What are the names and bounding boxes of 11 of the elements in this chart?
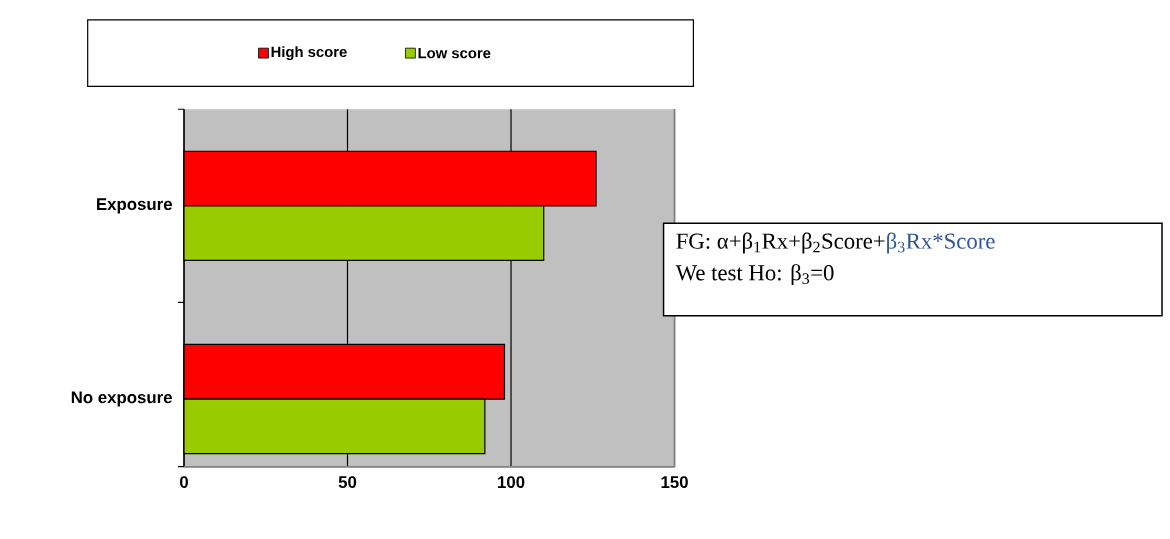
x-tick-label: 150 — [661, 476, 688, 488]
x-tick-label: 0 — [179, 476, 188, 488]
text: FG: α+β$_{1}$Rx+β$_{2}$Score+ — [676, 232, 885, 254]
legend-label: Low score — [418, 47, 491, 59]
y-tick-label: No exposure — [71, 391, 172, 407]
y-tick-label: Exposure — [97, 198, 172, 214]
legend-label: High score — [271, 46, 347, 60]
x-tick-label: 50 — [338, 476, 357, 488]
x-tick-label: 100 — [498, 476, 525, 488]
text: We test Ho: β$_{3}$=0 — [675, 264, 834, 285]
text: β$_{3}$Rx*Score — [887, 232, 995, 254]
